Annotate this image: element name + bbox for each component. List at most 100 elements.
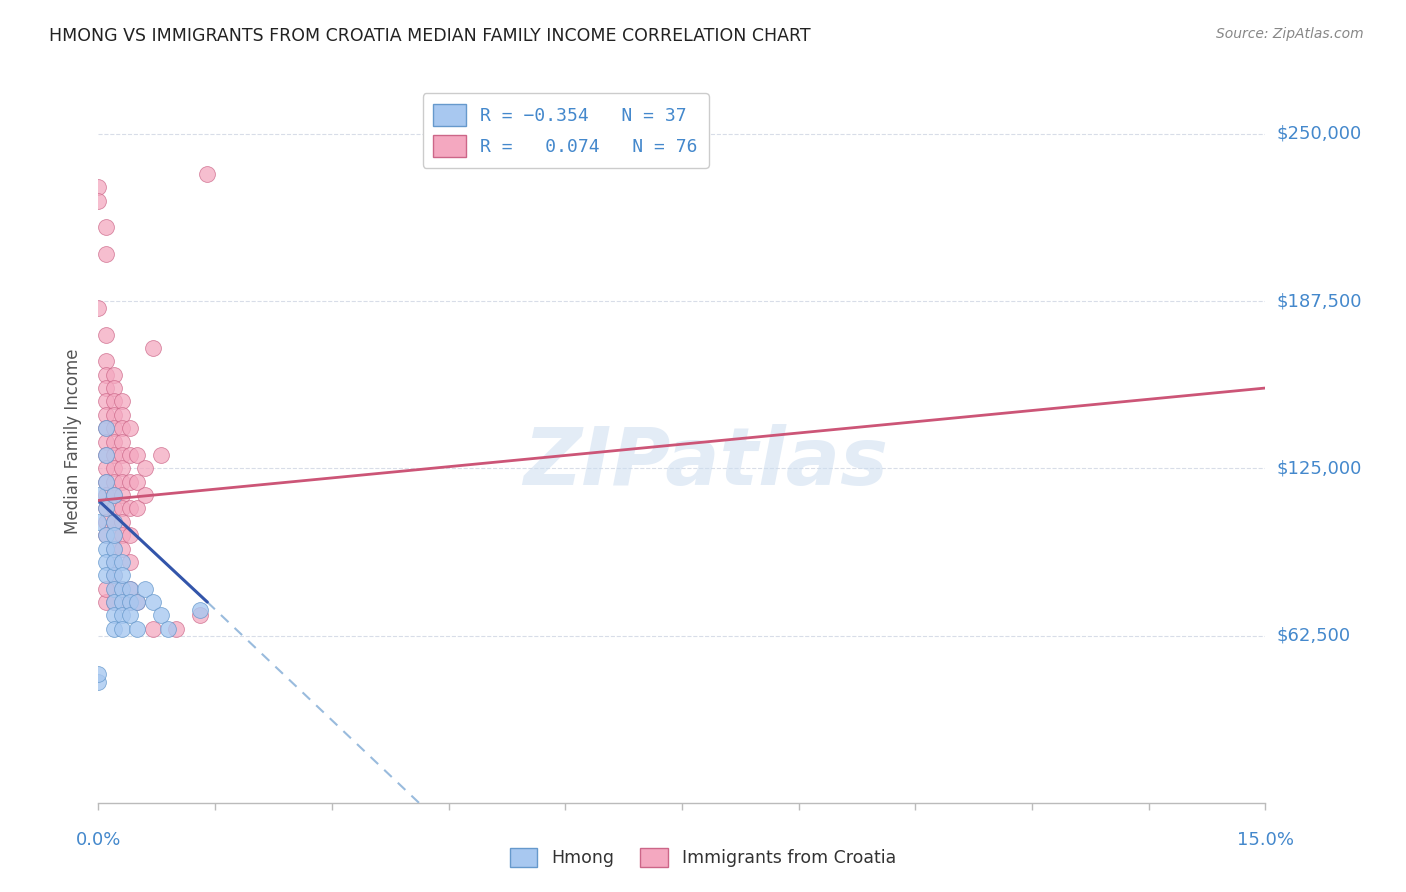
- Point: [103, 555, 125, 569]
- Point: [103, 381, 125, 395]
- Point: [103, 501, 125, 516]
- Point: [96, 220, 118, 235]
- Point: [96, 528, 118, 542]
- Point: [188, 603, 211, 617]
- Point: [118, 555, 141, 569]
- Point: [96, 434, 118, 449]
- Point: [157, 622, 180, 636]
- Point: [96, 515, 118, 529]
- Point: [103, 568, 125, 582]
- Point: [111, 582, 134, 596]
- Point: [142, 595, 165, 609]
- Point: [111, 582, 134, 596]
- Point: [103, 368, 125, 382]
- Point: [127, 595, 149, 609]
- Point: [103, 582, 125, 596]
- Point: [96, 541, 118, 556]
- Point: [96, 421, 118, 435]
- Point: [103, 622, 125, 636]
- Point: [195, 167, 218, 181]
- Point: [96, 568, 118, 582]
- Point: [111, 608, 134, 623]
- Point: [87, 194, 110, 208]
- Point: [188, 608, 211, 623]
- Point: [103, 555, 125, 569]
- Point: [103, 434, 125, 449]
- Point: [149, 608, 172, 623]
- Point: [127, 448, 149, 462]
- Point: [103, 595, 125, 609]
- Point: [103, 461, 125, 475]
- Point: [118, 582, 141, 596]
- Y-axis label: Median Family Income: Median Family Income: [65, 349, 83, 534]
- Point: [87, 667, 110, 681]
- Point: [96, 408, 118, 422]
- Point: [111, 475, 134, 489]
- Point: [103, 541, 125, 556]
- Point: [87, 488, 110, 502]
- Point: [103, 528, 125, 542]
- Point: [103, 488, 125, 502]
- Point: [96, 448, 118, 462]
- Text: 15.0%: 15.0%: [1237, 830, 1294, 848]
- Point: [96, 582, 118, 596]
- Point: [142, 341, 165, 355]
- Point: [103, 582, 125, 596]
- Point: [103, 408, 125, 422]
- Point: [103, 541, 125, 556]
- Point: [111, 461, 134, 475]
- Point: [134, 582, 156, 596]
- Legend: Hmong, Immigrants from Croatia: Hmong, Immigrants from Croatia: [503, 841, 903, 874]
- Point: [149, 448, 172, 462]
- Point: [165, 622, 187, 636]
- Point: [111, 394, 134, 409]
- Text: $62,500: $62,500: [1277, 626, 1351, 645]
- Text: $187,500: $187,500: [1277, 292, 1362, 310]
- Point: [127, 501, 149, 516]
- Point: [111, 434, 134, 449]
- Text: $125,000: $125,000: [1277, 459, 1362, 477]
- Point: [96, 461, 118, 475]
- Text: HMONG VS IMMIGRANTS FROM CROATIA MEDIAN FAMILY INCOME CORRELATION CHART: HMONG VS IMMIGRANTS FROM CROATIA MEDIAN …: [49, 27, 811, 45]
- Point: [96, 488, 118, 502]
- Point: [87, 675, 110, 690]
- Point: [111, 421, 134, 435]
- Legend: R = −0.354   N = 37, R =   0.074   N = 76: R = −0.354 N = 37, R = 0.074 N = 76: [423, 93, 709, 168]
- Point: [103, 608, 125, 623]
- Point: [111, 408, 134, 422]
- Point: [118, 421, 141, 435]
- Text: $250,000: $250,000: [1277, 125, 1362, 143]
- Point: [127, 595, 149, 609]
- Point: [127, 622, 149, 636]
- Point: [103, 595, 125, 609]
- Point: [134, 488, 156, 502]
- Point: [142, 622, 165, 636]
- Point: [96, 368, 118, 382]
- Point: [111, 488, 134, 502]
- Point: [111, 622, 134, 636]
- Point: [96, 381, 118, 395]
- Point: [118, 501, 141, 516]
- Point: [118, 595, 141, 609]
- Point: [96, 354, 118, 368]
- Point: [96, 421, 118, 435]
- Point: [96, 501, 118, 516]
- Point: [111, 501, 134, 516]
- Point: [111, 448, 134, 462]
- Point: [96, 327, 118, 342]
- Point: [87, 180, 110, 194]
- Text: Source: ZipAtlas.com: Source: ZipAtlas.com: [1216, 27, 1364, 41]
- Point: [96, 555, 118, 569]
- Point: [118, 475, 141, 489]
- Point: [103, 475, 125, 489]
- Point: [96, 475, 118, 489]
- Point: [134, 461, 156, 475]
- Point: [103, 421, 125, 435]
- Point: [103, 394, 125, 409]
- Point: [111, 568, 134, 582]
- Point: [118, 608, 141, 623]
- Text: ZIPatlas: ZIPatlas: [523, 425, 887, 502]
- Point: [111, 555, 134, 569]
- Point: [103, 488, 125, 502]
- Point: [103, 528, 125, 542]
